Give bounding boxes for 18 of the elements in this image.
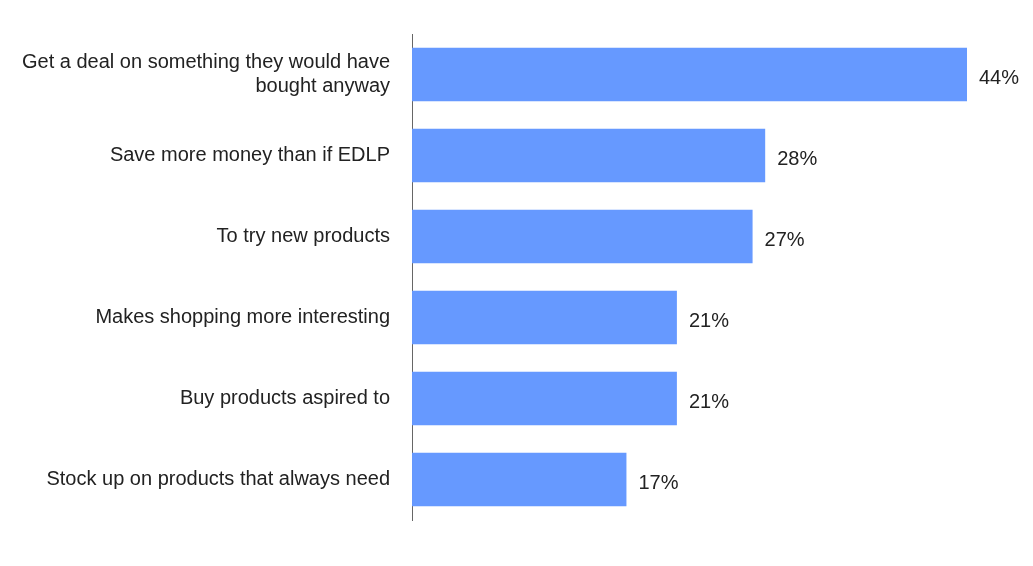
data-label: 21%: [688, 390, 730, 413]
bar: [412, 47, 967, 102]
y-tick-label: Buy products aspired to: [179, 386, 391, 409]
bar: [412, 452, 627, 507]
y-tick-label: Get a deal on something they would have bought anyway: [21, 50, 391, 97]
bar: [412, 371, 677, 426]
data-label: 27%: [764, 228, 805, 251]
y-tick-label: Stock up on products that always need: [46, 467, 391, 490]
y-tick-label: To try new products: [216, 224, 391, 247]
data-label: 44%: [979, 66, 1020, 89]
bar: [412, 128, 766, 183]
y-tick-label: Makes shopping more interesting: [95, 305, 391, 328]
bar: [412, 290, 677, 345]
data-label: 28%: [777, 147, 818, 170]
bar: [412, 209, 753, 264]
data-label: 17%: [638, 471, 679, 494]
y-tick-label: Save more money than if EDLP: [109, 143, 391, 166]
data-label: 21%: [688, 309, 730, 332]
